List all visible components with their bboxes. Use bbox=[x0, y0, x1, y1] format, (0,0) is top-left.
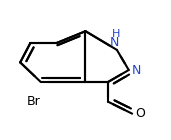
Text: N: N bbox=[132, 64, 142, 76]
Text: O: O bbox=[135, 107, 145, 120]
Circle shape bbox=[104, 98, 113, 105]
Circle shape bbox=[121, 64, 136, 76]
Circle shape bbox=[124, 107, 140, 120]
Text: Br: Br bbox=[27, 95, 41, 108]
Circle shape bbox=[109, 44, 124, 56]
Circle shape bbox=[33, 76, 48, 88]
Text: H: H bbox=[112, 29, 120, 39]
Text: N: N bbox=[110, 36, 119, 49]
